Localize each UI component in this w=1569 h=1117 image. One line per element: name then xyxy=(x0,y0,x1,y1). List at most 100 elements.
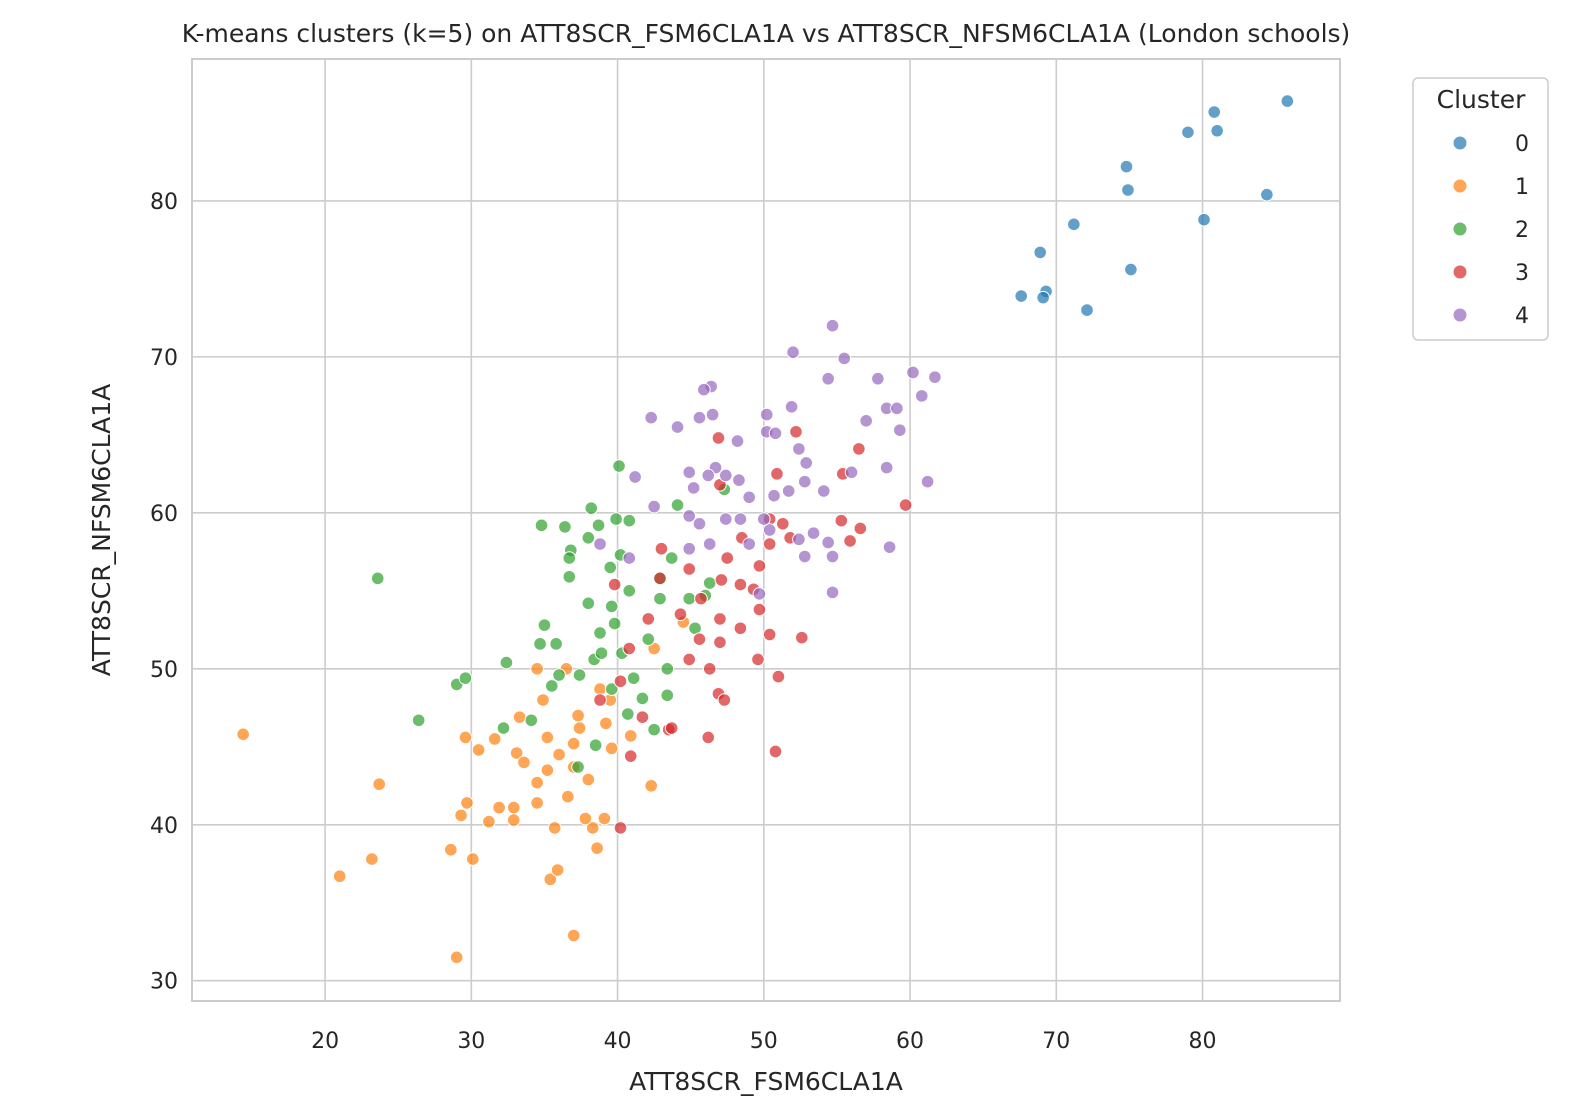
x-tick-label: 30 xyxy=(457,1029,485,1054)
data-point xyxy=(584,501,599,515)
legend-marker-4 xyxy=(1452,307,1468,323)
data-point xyxy=(733,577,748,592)
x-tick-label: 40 xyxy=(604,1029,632,1054)
data-point xyxy=(871,371,885,386)
data-point xyxy=(530,775,544,790)
legend-box xyxy=(1412,77,1549,341)
data-point xyxy=(1207,105,1222,119)
data-point xyxy=(544,679,559,693)
x-axis-label: ATT8SCR_FSM6CLA1A xyxy=(629,1067,903,1096)
data-point xyxy=(1124,262,1138,277)
data-point xyxy=(581,772,596,787)
data-point xyxy=(692,410,707,425)
data-point xyxy=(718,468,733,483)
data-point xyxy=(797,474,812,489)
data-point xyxy=(533,637,547,651)
data-point xyxy=(914,389,929,403)
data-point xyxy=(1280,94,1295,108)
data-point xyxy=(660,688,675,703)
data-point xyxy=(449,950,464,965)
data-point xyxy=(444,842,458,857)
data-point xyxy=(622,513,637,528)
x-tick-label: 20 xyxy=(311,1029,339,1054)
data-point xyxy=(372,777,386,792)
data-point xyxy=(825,318,840,333)
data-point xyxy=(670,498,685,512)
plot-frame xyxy=(191,58,1341,1002)
data-point xyxy=(622,551,637,565)
data-point xyxy=(626,671,641,685)
data-point xyxy=(530,662,544,676)
data-point xyxy=(536,693,550,707)
data-point xyxy=(517,755,531,770)
data-point xyxy=(236,727,250,742)
legend-label-0: 0 xyxy=(1515,132,1529,157)
data-point xyxy=(682,652,697,667)
data-point xyxy=(799,456,814,470)
data-point xyxy=(552,668,566,682)
data-point xyxy=(534,518,549,533)
data-point xyxy=(552,747,566,762)
cluster-3-points xyxy=(593,424,913,835)
data-point xyxy=(454,808,468,823)
data-point xyxy=(506,800,521,815)
data-point xyxy=(458,671,473,685)
legend-label-2: 2 xyxy=(1515,218,1529,243)
legend-marker-2 xyxy=(1452,221,1468,237)
data-point xyxy=(882,540,897,554)
data-point xyxy=(733,512,748,526)
x-tick-label: 80 xyxy=(1189,1029,1217,1054)
data-point xyxy=(742,490,756,505)
data-point xyxy=(622,584,637,598)
data-point xyxy=(1036,290,1050,305)
data-point xyxy=(609,512,623,526)
data-point xyxy=(762,537,777,551)
data-point xyxy=(664,551,679,565)
data-point xyxy=(670,420,685,434)
data-point xyxy=(751,652,765,667)
data-point xyxy=(530,796,544,810)
data-point xyxy=(641,632,656,646)
data-point xyxy=(1181,125,1195,140)
data-point xyxy=(612,459,626,473)
data-point xyxy=(599,716,613,731)
data-point xyxy=(607,616,622,631)
data-point xyxy=(920,474,935,489)
data-point xyxy=(547,821,562,835)
data-point xyxy=(898,498,913,512)
data-point xyxy=(692,516,707,531)
data-point xyxy=(543,872,558,887)
data-point xyxy=(816,484,831,498)
cluster-4-points xyxy=(593,318,942,601)
data-point xyxy=(591,518,606,533)
data-point xyxy=(702,537,717,551)
data-point xyxy=(834,513,849,528)
y-tick-label: 60 xyxy=(150,502,178,527)
data-point xyxy=(561,789,575,804)
data-point xyxy=(717,693,732,707)
data-point xyxy=(623,749,638,763)
legend-marker-1 xyxy=(1452,178,1468,194)
data-point xyxy=(332,869,347,884)
data-point xyxy=(757,512,771,526)
data-point xyxy=(593,626,607,640)
data-point xyxy=(682,562,697,576)
data-point xyxy=(499,655,514,670)
y-tick-label: 50 xyxy=(150,658,178,683)
data-point xyxy=(571,760,585,774)
legend-marker-0 xyxy=(1452,135,1468,151)
y-tick-label: 40 xyxy=(150,814,178,839)
legend-label-1: 1 xyxy=(1515,175,1529,200)
data-point xyxy=(789,424,803,439)
data-point xyxy=(604,741,619,756)
data-point xyxy=(713,612,727,626)
data-point xyxy=(644,410,659,425)
data-point xyxy=(604,682,619,696)
data-point xyxy=(653,571,667,586)
cluster-1-points xyxy=(236,615,691,965)
gridlines xyxy=(192,59,1340,1001)
data-point xyxy=(859,414,873,428)
data-point xyxy=(786,345,800,360)
data-point xyxy=(767,488,781,503)
